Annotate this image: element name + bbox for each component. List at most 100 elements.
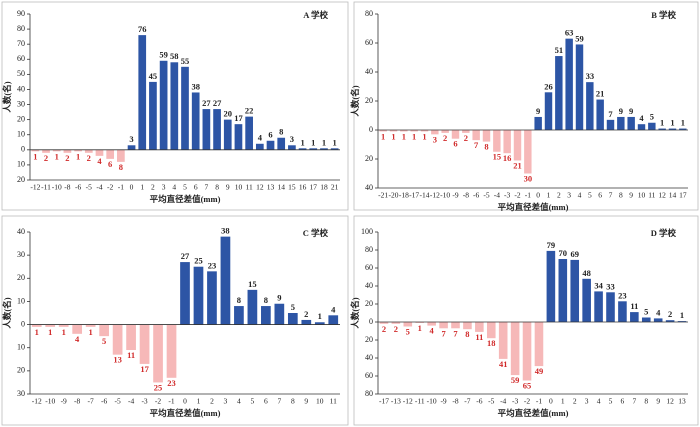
x-tick-label: -2 bbox=[514, 191, 520, 200]
y-tick-label: 10 bbox=[17, 343, 25, 352]
bar bbox=[245, 116, 253, 150]
bar bbox=[617, 116, 625, 130]
value-label: 1 bbox=[333, 137, 337, 147]
value-label: 59 bbox=[575, 33, 584, 43]
x-tick-label: 5 bbox=[609, 397, 613, 406]
y-axis-title: 人数(名) bbox=[350, 297, 360, 328]
value-label: 30 bbox=[524, 173, 533, 183]
bar bbox=[234, 306, 244, 325]
value-label: 8 bbox=[484, 142, 488, 152]
x-tick-label: 12 bbox=[658, 191, 666, 200]
y-tick-label: 40 bbox=[17, 84, 25, 93]
x-tick-label: 4 bbox=[578, 191, 582, 200]
bar bbox=[193, 266, 204, 325]
bar bbox=[234, 124, 243, 150]
y-tick-label: 20 bbox=[17, 114, 25, 123]
x-tick-label: 13 bbox=[267, 183, 275, 192]
bar bbox=[274, 303, 285, 325]
bar bbox=[255, 143, 264, 150]
bar bbox=[95, 149, 104, 156]
bar bbox=[498, 322, 508, 359]
x-tick-label: 8 bbox=[644, 397, 648, 406]
y-tick-label: 0 bbox=[369, 125, 373, 134]
bar bbox=[202, 109, 211, 150]
panel-frame bbox=[1, 1, 349, 211]
bar bbox=[301, 319, 312, 325]
y-tick-label: 90 bbox=[17, 9, 25, 18]
x-tick-label: 8 bbox=[619, 191, 623, 200]
x-tick-label: -8 bbox=[64, 183, 70, 192]
value-label: 2 bbox=[44, 153, 48, 163]
chart-title: C 学校 bbox=[303, 228, 329, 238]
value-label: 1 bbox=[311, 137, 315, 147]
value-label: 25 bbox=[154, 382, 163, 392]
x-tick-label: 11 bbox=[246, 183, 253, 192]
x-axis-title: 平均直径差值(mm) bbox=[498, 202, 569, 212]
value-label: 2 bbox=[443, 133, 447, 143]
x-tick-label: 0 bbox=[183, 397, 187, 406]
bar bbox=[138, 35, 147, 150]
x-tick-label: -2 bbox=[524, 397, 530, 406]
x-tick-label: 3 bbox=[585, 397, 589, 406]
bar bbox=[309, 148, 318, 150]
bar bbox=[220, 236, 231, 325]
bar bbox=[403, 322, 413, 327]
panel-frame bbox=[353, 215, 699, 426]
x-tick-label: 15 bbox=[288, 183, 296, 192]
bar bbox=[277, 137, 286, 150]
y-tick-label: 20 bbox=[17, 273, 25, 282]
y-axis-title: 人数(名) bbox=[350, 85, 360, 116]
bar bbox=[503, 130, 511, 154]
x-tick-label: -12 bbox=[30, 183, 40, 192]
value-label: 65 bbox=[523, 380, 532, 390]
value-label: 48 bbox=[582, 268, 591, 278]
bar bbox=[247, 289, 258, 325]
x-tick-label: -10 bbox=[440, 191, 450, 200]
value-label: 7 bbox=[441, 328, 446, 338]
bar bbox=[441, 130, 449, 133]
y-tick-label: 20 bbox=[365, 154, 373, 163]
value-label: 27 bbox=[181, 251, 190, 261]
x-axis-title: 平均直径差值(mm) bbox=[150, 194, 221, 204]
value-label: 11 bbox=[630, 301, 638, 311]
x-tick-label: -17 bbox=[379, 397, 389, 406]
x-tick-label: 5 bbox=[588, 191, 592, 200]
bar bbox=[618, 301, 627, 322]
x-tick-label: 6 bbox=[194, 183, 198, 192]
x-tick-label: 17 bbox=[679, 191, 687, 200]
x-tick-label: 4 bbox=[172, 183, 176, 192]
bar bbox=[522, 322, 532, 381]
y-tick-label: 10 bbox=[17, 130, 25, 139]
bar bbox=[58, 324, 69, 327]
bar bbox=[149, 81, 157, 150]
x-tick-label: -12 bbox=[403, 397, 413, 406]
bar bbox=[223, 119, 232, 150]
x-tick-label: 5 bbox=[251, 397, 255, 406]
bar bbox=[126, 324, 136, 351]
x-tick-label: -1 bbox=[168, 397, 174, 406]
bar bbox=[606, 292, 615, 322]
x-tick-label: -1 bbox=[525, 191, 531, 200]
bar bbox=[63, 149, 72, 153]
x-tick-label: 1 bbox=[561, 397, 565, 406]
value-label: 1 bbox=[418, 323, 422, 333]
x-tick-label: 7 bbox=[277, 397, 281, 406]
value-label: 33 bbox=[606, 281, 615, 291]
value-label: 2 bbox=[87, 153, 91, 163]
bar bbox=[379, 130, 387, 132]
value-label: 21 bbox=[513, 160, 522, 170]
value-label: 7 bbox=[608, 109, 613, 119]
bar bbox=[582, 278, 591, 322]
bar bbox=[112, 324, 123, 355]
value-label: 1 bbox=[55, 151, 59, 161]
y-tick-label: 20 bbox=[365, 335, 373, 344]
value-label: 63 bbox=[565, 28, 574, 38]
x-tick-label: -6 bbox=[101, 397, 107, 406]
bar bbox=[565, 38, 573, 130]
value-label: 70 bbox=[559, 248, 568, 258]
value-label: 1 bbox=[412, 131, 416, 141]
value-label: 6 bbox=[108, 159, 112, 169]
bar bbox=[45, 324, 56, 327]
y-tick-label: 20 bbox=[365, 299, 373, 308]
x-tick-label: 14 bbox=[669, 191, 677, 200]
